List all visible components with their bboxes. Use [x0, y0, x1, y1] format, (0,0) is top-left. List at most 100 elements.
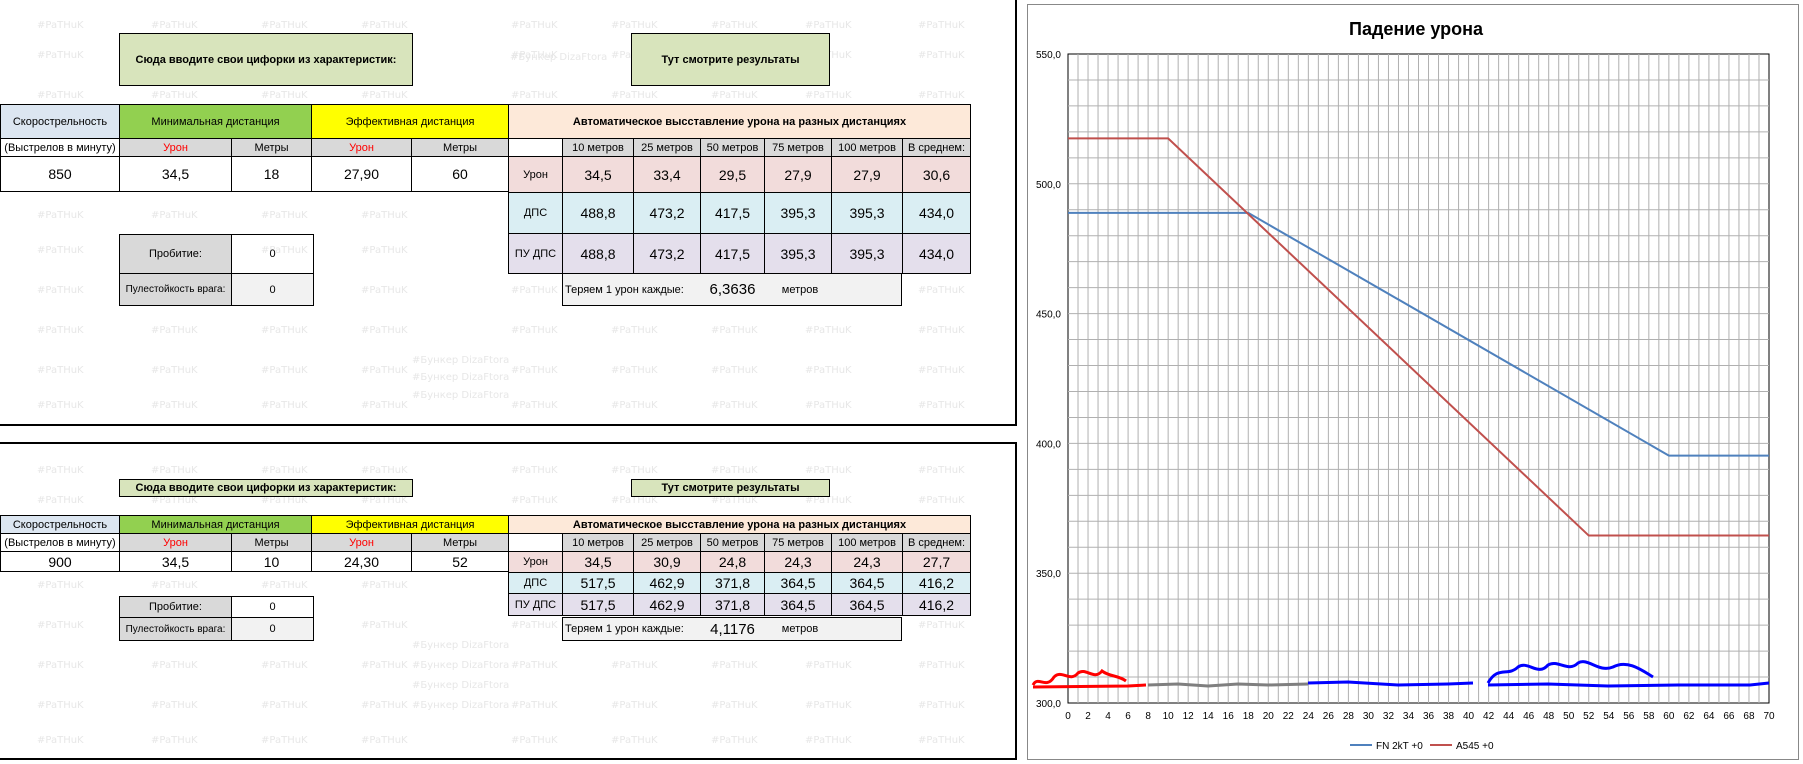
watermark: #PaTHuK — [711, 660, 758, 671]
x-tick-label: 6 — [1125, 711, 1131, 722]
watermark: #PaTHuK — [151, 210, 198, 221]
x-tick-label: 58 — [1643, 711, 1655, 722]
watermark: #PaTHuK — [37, 400, 84, 411]
armor-value[interactable]: 0 — [231, 273, 314, 306]
min-meters-value[interactable]: 10 — [231, 551, 312, 572]
x-tick-label: 14 — [1203, 711, 1215, 722]
eff-meters-subheader: Метры — [411, 138, 509, 157]
watermark: #PaTHuK — [805, 400, 852, 411]
result-cell: 473,2 — [633, 192, 701, 234]
watermark: #PaTHuK — [611, 660, 658, 671]
x-tick-label: 38 — [1443, 711, 1455, 722]
min-damage-value[interactable]: 34,5 — [119, 551, 232, 572]
eff-damage-value[interactable]: 27,90 — [311, 156, 412, 192]
armor-value[interactable]: 0 — [231, 617, 314, 641]
watermark: #PaTHuK — [37, 285, 84, 296]
x-tick-label: 30 — [1363, 711, 1375, 722]
watermark: #PaTHuK — [611, 90, 658, 101]
watermark: #PaTHuK — [918, 50, 965, 61]
eff-meters-value[interactable]: 52 — [411, 551, 509, 572]
result-cell: 364,5 — [831, 572, 903, 594]
watermark: #PaTHuK — [611, 365, 658, 376]
watermark: #PaTHuK — [511, 365, 558, 376]
row-label-pu-dps: ПУ ДПС — [508, 233, 563, 274]
watermark: #PaTHuK — [361, 465, 408, 476]
watermark: #PaTHuK — [918, 735, 965, 746]
result-cell: 395,3 — [764, 233, 832, 274]
result-cell: 24,8 — [700, 551, 765, 573]
result-cell: 488,8 — [562, 192, 634, 234]
watermark: #PaTHuK — [361, 495, 408, 506]
watermark: #PaTHuK — [511, 700, 558, 711]
watermark: #PaTHuK — [805, 90, 852, 101]
results-banner: Тут смотрите результаты — [631, 479, 830, 497]
watermark: #PaTHuK — [361, 735, 408, 746]
watermark: #PaTHuK — [261, 465, 308, 476]
result-cell: 416,2 — [902, 572, 971, 594]
x-tick-label: 18 — [1243, 711, 1255, 722]
watermark: #PaTHuK — [711, 90, 758, 101]
watermark: #PaTHuK — [151, 365, 198, 376]
legend-label: FN 2kT +0 — [1376, 741, 1423, 752]
y-tick-label: 400,0 — [1036, 439, 1061, 450]
watermark: #PaTHuK — [511, 620, 558, 631]
rof-subheader: (Выстрелов в минуту) — [0, 138, 120, 157]
watermark: #PaTHuK — [918, 495, 965, 506]
x-tick-label: 0 — [1065, 711, 1071, 722]
dist-header-100: 100 метров — [831, 138, 903, 157]
eff-damage-value[interactable]: 24,30 — [311, 551, 412, 572]
rof-value[interactable]: 850 — [0, 156, 120, 192]
blank-subheader — [508, 533, 563, 552]
min-meters-value[interactable]: 18 — [231, 156, 312, 192]
lose-unit: метров — [781, 623, 819, 635]
row-label-damage: Урон — [508, 551, 563, 573]
lose-damage-box — [562, 617, 902, 641]
watermark: #PaTHuK — [511, 285, 558, 296]
watermark: #Бункер DizaFtora — [510, 52, 608, 63]
sheet1-bottom-border — [0, 424, 1017, 426]
lose-value: 6,3636 — [709, 281, 756, 298]
x-tick-label: 22 — [1283, 711, 1295, 722]
result-cell: 395,3 — [831, 233, 903, 274]
chart-axes: 0 2 4 6 8 10 12 14 16 18 20 22 24 26 28 30 32 34 36 38 40 42 4… — [1036, 50, 1775, 722]
x-tick-label: 54 — [1603, 711, 1615, 722]
x-tick-label: 64 — [1703, 711, 1715, 722]
x-tick-label: 10 — [1163, 711, 1175, 722]
row-label-pu-dps: ПУ ДПС — [508, 593, 563, 616]
watermark: #PaTHuK — [918, 660, 965, 671]
result-cell: 371,8 — [700, 593, 765, 616]
result-cell: 24,3 — [831, 551, 903, 573]
chart-panel[interactable]: Падение урона 0 2 4 6 8 10 12 14 16 18 20 22 24 26 28 3… — [1027, 4, 1799, 760]
watermark: #PaTHuK — [261, 245, 308, 256]
rof-subheader: (Выстрелов в минуту) — [0, 533, 120, 552]
penetration-value[interactable]: 0 — [231, 596, 314, 618]
watermark: #PaTHuK — [611, 325, 658, 336]
rof-value[interactable]: 900 — [0, 551, 120, 572]
x-tick-label: 26 — [1323, 711, 1335, 722]
watermark: #PaTHuK — [151, 90, 198, 101]
x-tick-label: 20 — [1263, 711, 1275, 722]
watermark: #PaTHuK — [261, 210, 308, 221]
result-cell: 517,5 — [562, 593, 634, 616]
result-cell: 416,2 — [902, 593, 971, 616]
x-tick-label: 34 — [1403, 711, 1415, 722]
sheet2-bottom-border — [0, 758, 1017, 760]
watermark: #PaTHuK — [361, 285, 408, 296]
eff-meters-value[interactable]: 60 — [411, 156, 509, 192]
dist-header-25: 25 метров — [633, 138, 701, 157]
watermark: #PaTHuK — [37, 660, 84, 671]
watermark: #PaTHuK — [918, 285, 965, 296]
watermark: #PaTHuK — [511, 660, 558, 671]
watermark: #Бункер DizaFtora — [412, 372, 510, 383]
watermark: #PaTHuK — [261, 325, 308, 336]
min-damage-value[interactable]: 34,5 — [119, 156, 232, 192]
watermark: #PaTHuK — [261, 90, 308, 101]
min-dist-header: Минимальная дистанция — [119, 515, 312, 534]
watermark: #PaTHuK — [37, 495, 84, 506]
dist-header-100: 100 метров — [831, 533, 903, 552]
scribble-red-base — [1032, 683, 1147, 689]
chart-series — [1068, 137, 1769, 537]
x-tick-label: 70 — [1763, 711, 1775, 722]
watermark: #PaTHuK — [151, 735, 198, 746]
penetration-value[interactable]: 0 — [231, 234, 314, 274]
